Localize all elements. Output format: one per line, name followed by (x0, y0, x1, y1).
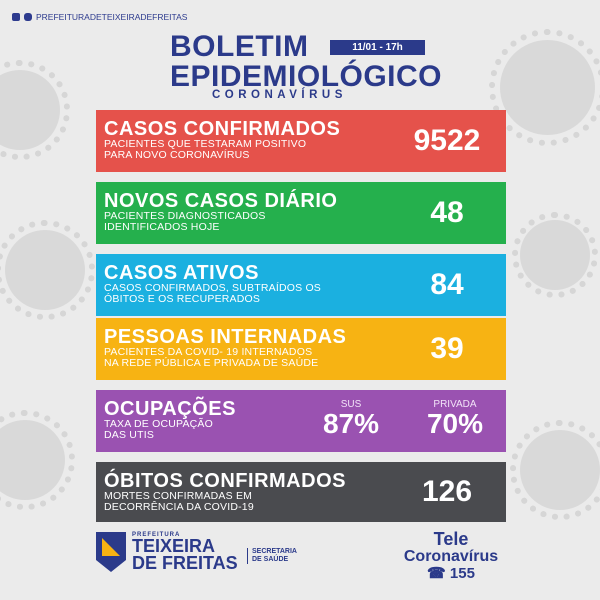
secretaria-label: SECRETARIA DE SAÚDE (247, 548, 297, 564)
card-occupancy: OCUPAÇÕES TAXA DE OCUPAÇÃO DAS UTIs SUS … (96, 390, 506, 452)
card-desc: ÓBITOS E OS RECUPERADOS (104, 293, 261, 305)
virus-icon (0, 60, 70, 160)
virus-icon (511, 211, 599, 299)
card-hospitalized: PESSOAS INTERNADAS PACIENTES DA COVID- 1… (96, 318, 506, 380)
tele-line1: Tele (433, 529, 469, 549)
tele-line2: Coronavírus (403, 548, 499, 565)
card-title: PESSOAS INTERNADAS (104, 326, 347, 348)
card-title: ÓBITOS CONFIRMADOS (104, 470, 346, 492)
page-title: BOLETIM EPIDEMIOLÓGICO (170, 30, 443, 93)
private-block: PRIVADA 70% (414, 399, 496, 438)
card-desc: DECORRÊNCIA DA COVID-19 (104, 501, 254, 513)
card-desc: NA REDE PÚBLICA E PRIVADA DE SAÚDE (104, 357, 319, 369)
logo-small: PREFEITURA (132, 532, 181, 538)
instagram-icon (24, 13, 32, 21)
card-title: CASOS ATIVOS (104, 262, 259, 284)
social-bar: PREFEITURADETEIXEIRADEFREITAS (12, 12, 187, 22)
card-desc: PARA NOVO CORONAVÍRUS (104, 149, 250, 161)
facebook-icon (12, 13, 20, 21)
card-value: 126 (421, 475, 473, 508)
title-line2: EPIDEMIOLÓGICO (170, 60, 443, 93)
sus-label: SUS (340, 399, 362, 410)
virus-icon (488, 28, 600, 147)
phone-icon: ☎ (427, 565, 446, 582)
private-label: PRIVADA (433, 399, 477, 410)
logo-line2: DE FREITAS (132, 553, 238, 573)
card-desc: DAS UTIs (104, 429, 155, 441)
card-value: 9522 (413, 124, 481, 157)
virus-icon (0, 410, 75, 510)
card-value: 84 (430, 268, 464, 301)
card-desc: PACIENTES DIAGNOSTICADOS (104, 210, 266, 222)
card-desc: PACIENTES DA COVID- 19 INTERNADOS (104, 346, 313, 358)
card-desc: TAXA DE OCUPAÇÃO (104, 418, 213, 430)
card-value: 39 (430, 332, 464, 365)
card-title: NOVOS CASOS DIÁRIO (104, 190, 338, 212)
date-badge: 11/01 - 17h (330, 40, 425, 55)
shield-icon (96, 532, 126, 572)
title-line1: BOLETIM (170, 30, 309, 63)
page-subtitle: CORONAVÍRUS (212, 89, 347, 101)
card-desc: PACIENTES QUE TESTARAM POSITIVO (104, 138, 307, 150)
sus-value: 87% (322, 408, 380, 439)
city-logo: PREFEITURA TEIXEIRA DE FREITAS (96, 532, 238, 572)
tele-coronavirus: Tele Coronavírus ☎ 155 (396, 530, 506, 583)
card-desc: MORTES CONFIRMADAS EM (104, 490, 253, 502)
card-value: 48 (430, 196, 464, 229)
tele-number-row: ☎ 155 (396, 565, 506, 583)
tele-number: 155 (449, 565, 475, 582)
private-value: 70% (426, 408, 484, 439)
virus-icon (510, 420, 600, 520)
card-confirmed: CASOS CONFIRMADOS PACIENTES QUE TESTARAM… (96, 110, 506, 172)
social-handle: PREFEITURADETEIXEIRADEFREITAS (36, 12, 188, 22)
card-title: OCUPAÇÕES (104, 398, 236, 420)
card-active: CASOS ATIVOS CASOS CONFIRMADOS, SUBTRAÍD… (96, 254, 506, 316)
secretaria-line1: SECRETARIA (252, 548, 297, 555)
logo-line1: TEIXEIRA (132, 536, 216, 556)
secretaria-line2: DE SAÚDE (252, 556, 289, 563)
card-title: CASOS CONFIRMADOS (104, 118, 341, 140)
virus-icon (0, 220, 95, 320)
card-desc: CASOS CONFIRMADOS, SUBTRAÍDOS OS (104, 282, 322, 294)
card-deaths: ÓBITOS CONFIRMADOS MORTES CONFIRMADAS EM… (96, 462, 506, 522)
sus-block: SUS 87% (316, 399, 386, 438)
card-new-cases: NOVOS CASOS DIÁRIO PACIENTES DIAGNOSTICA… (96, 182, 506, 244)
card-desc: IDENTIFICADOS HOJE (104, 221, 220, 233)
